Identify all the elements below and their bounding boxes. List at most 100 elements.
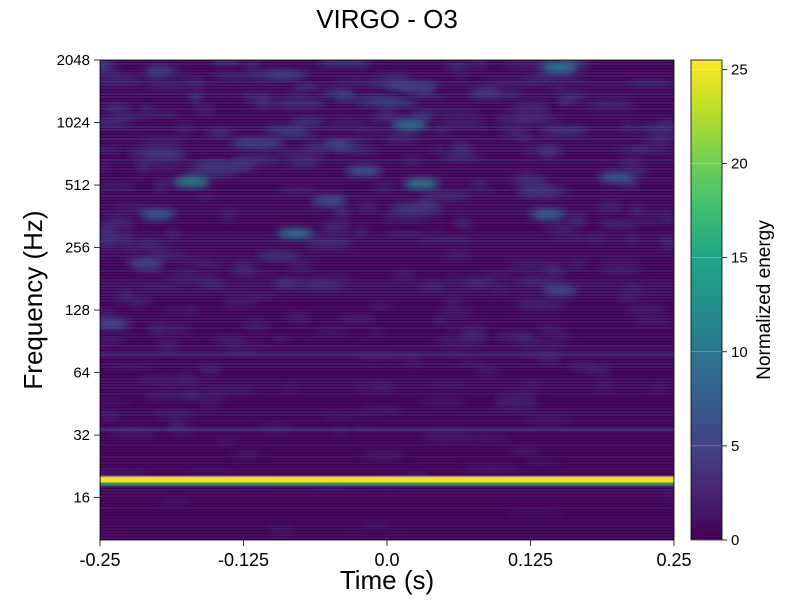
texture-stripe [100, 285, 674, 287]
texture-speckle [429, 227, 446, 233]
texture-stripe [100, 495, 674, 497]
texture-stripe [100, 330, 674, 332]
texture-stripe [100, 261, 674, 263]
texture-speckle [145, 80, 189, 89]
texture-speckle [112, 297, 155, 303]
texture-stripe [100, 147, 674, 149]
texture-stripe [100, 258, 674, 260]
texture-stripe [100, 531, 674, 533]
texture-speckle [156, 341, 181, 352]
texture-speckle [636, 124, 674, 132]
y-tick-label: 1024 [57, 115, 90, 132]
texture-stripe [100, 327, 674, 329]
texture-stripe [100, 249, 674, 251]
texture-speckle [374, 74, 413, 84]
energy-blob [100, 318, 130, 329]
texture-stripe [100, 159, 674, 161]
texture-speckle [214, 336, 246, 346]
texture-speckle [100, 225, 116, 235]
texture-stripe [100, 174, 674, 176]
texture-stripe [100, 360, 674, 362]
texture-stripe [100, 309, 674, 311]
texture-speckle [139, 138, 186, 147]
texture-speckle [429, 109, 483, 115]
texture-speckle [267, 71, 311, 79]
texture-stripe [100, 378, 674, 380]
texture-speckle [174, 123, 195, 133]
texture-stripe [100, 438, 674, 440]
energy-band [100, 428, 674, 432]
texture-stripe [100, 288, 674, 290]
texture-stripe [100, 339, 674, 341]
texture-stripe [100, 96, 674, 98]
texture-speckle [206, 128, 234, 137]
texture-speckle [220, 210, 237, 220]
texture-speckle [431, 127, 450, 134]
texture-stripe [100, 471, 674, 473]
texture-speckle [135, 159, 190, 170]
texture-stripe [100, 510, 674, 512]
texture-speckle [210, 73, 258, 79]
texture-stripe [100, 447, 674, 449]
texture-speckle [518, 185, 562, 195]
texture-speckle [180, 307, 199, 314]
texture-stripe [100, 267, 674, 269]
texture-stripe [100, 504, 674, 506]
texture-speckle [100, 411, 119, 421]
texture-speckle [258, 251, 300, 259]
texture-speckle [286, 159, 322, 167]
texture-stripe [100, 432, 674, 434]
texture-speckle [509, 177, 550, 185]
energy-blob [139, 209, 176, 220]
colorbar-ticks: 0 5 10 15 20 25 [691, 61, 748, 549]
texture-stripe [100, 303, 674, 305]
texture-speckle [526, 341, 570, 347]
texture-speckle [567, 364, 611, 370]
energy-blob [529, 209, 566, 220]
texture-speckle [623, 155, 644, 165]
texture-speckle [474, 366, 500, 376]
texture-speckle [211, 60, 242, 64]
texture-speckle [204, 387, 238, 393]
texture-stripe [100, 474, 674, 476]
texture-speckle [153, 182, 168, 192]
texture-speckle [180, 171, 236, 178]
texture-stripe [100, 444, 674, 446]
texture-speckle [325, 139, 372, 145]
texture-speckle [368, 304, 393, 309]
x-axis: -0.25 -0.125 0.0 0.125 0.25 [79, 540, 692, 570]
texture-stripe [100, 207, 674, 209]
texture-speckle [280, 385, 298, 392]
texture-stripe [100, 294, 674, 296]
texture-stripe [100, 486, 674, 488]
texture-stripe [100, 135, 674, 137]
texture-speckle [100, 147, 120, 153]
texture-speckle [464, 464, 521, 471]
texture-stripe [100, 264, 674, 266]
texture-stripe [100, 252, 674, 254]
texture-speckle [586, 100, 634, 109]
texture-speckle [502, 60, 555, 68]
y-tick-label: 256 [65, 240, 90, 257]
colorbar-label: Normalized energy [754, 220, 775, 380]
texture-stripe [100, 312, 674, 314]
texture-speckle [639, 218, 659, 225]
texture-speckle [230, 263, 257, 273]
texture-speckle [272, 337, 290, 342]
texture-speckle [480, 79, 536, 87]
texture-stripe [100, 69, 674, 71]
texture-speckle [321, 412, 344, 420]
texture-stripe [100, 129, 674, 131]
texture-speckle [100, 237, 120, 244]
energy-blob [541, 61, 578, 72]
texture-stripe [100, 93, 674, 95]
texture-speckle [631, 167, 648, 176]
texture-speckle [424, 211, 442, 218]
texture-speckle [104, 364, 156, 370]
texture-speckle [244, 60, 260, 70]
texture-stripe [100, 60, 674, 62]
texture-stripe [100, 459, 674, 461]
texture-speckle [517, 169, 538, 179]
texture-speckle [199, 280, 226, 288]
texture-speckle [650, 384, 667, 394]
